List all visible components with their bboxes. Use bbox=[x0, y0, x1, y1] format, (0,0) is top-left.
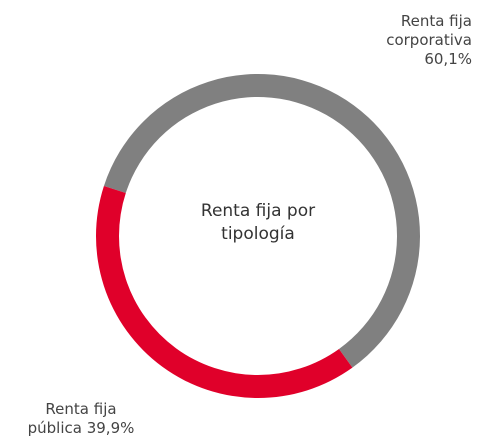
value-label: 39,9% bbox=[86, 419, 135, 437]
category-label: Renta fija corporativa bbox=[386, 12, 472, 49]
slice-label: Renta fija pública 39,9% bbox=[22, 400, 140, 438]
value-label: 60,1% bbox=[424, 50, 472, 68]
chart-title: Renta fija por tipología bbox=[200, 201, 316, 244]
category-label: Renta fija pública bbox=[27, 400, 117, 437]
donut-slice bbox=[95, 185, 353, 398]
slice-label: Renta fija corporativa 60,1% bbox=[360, 12, 472, 69]
